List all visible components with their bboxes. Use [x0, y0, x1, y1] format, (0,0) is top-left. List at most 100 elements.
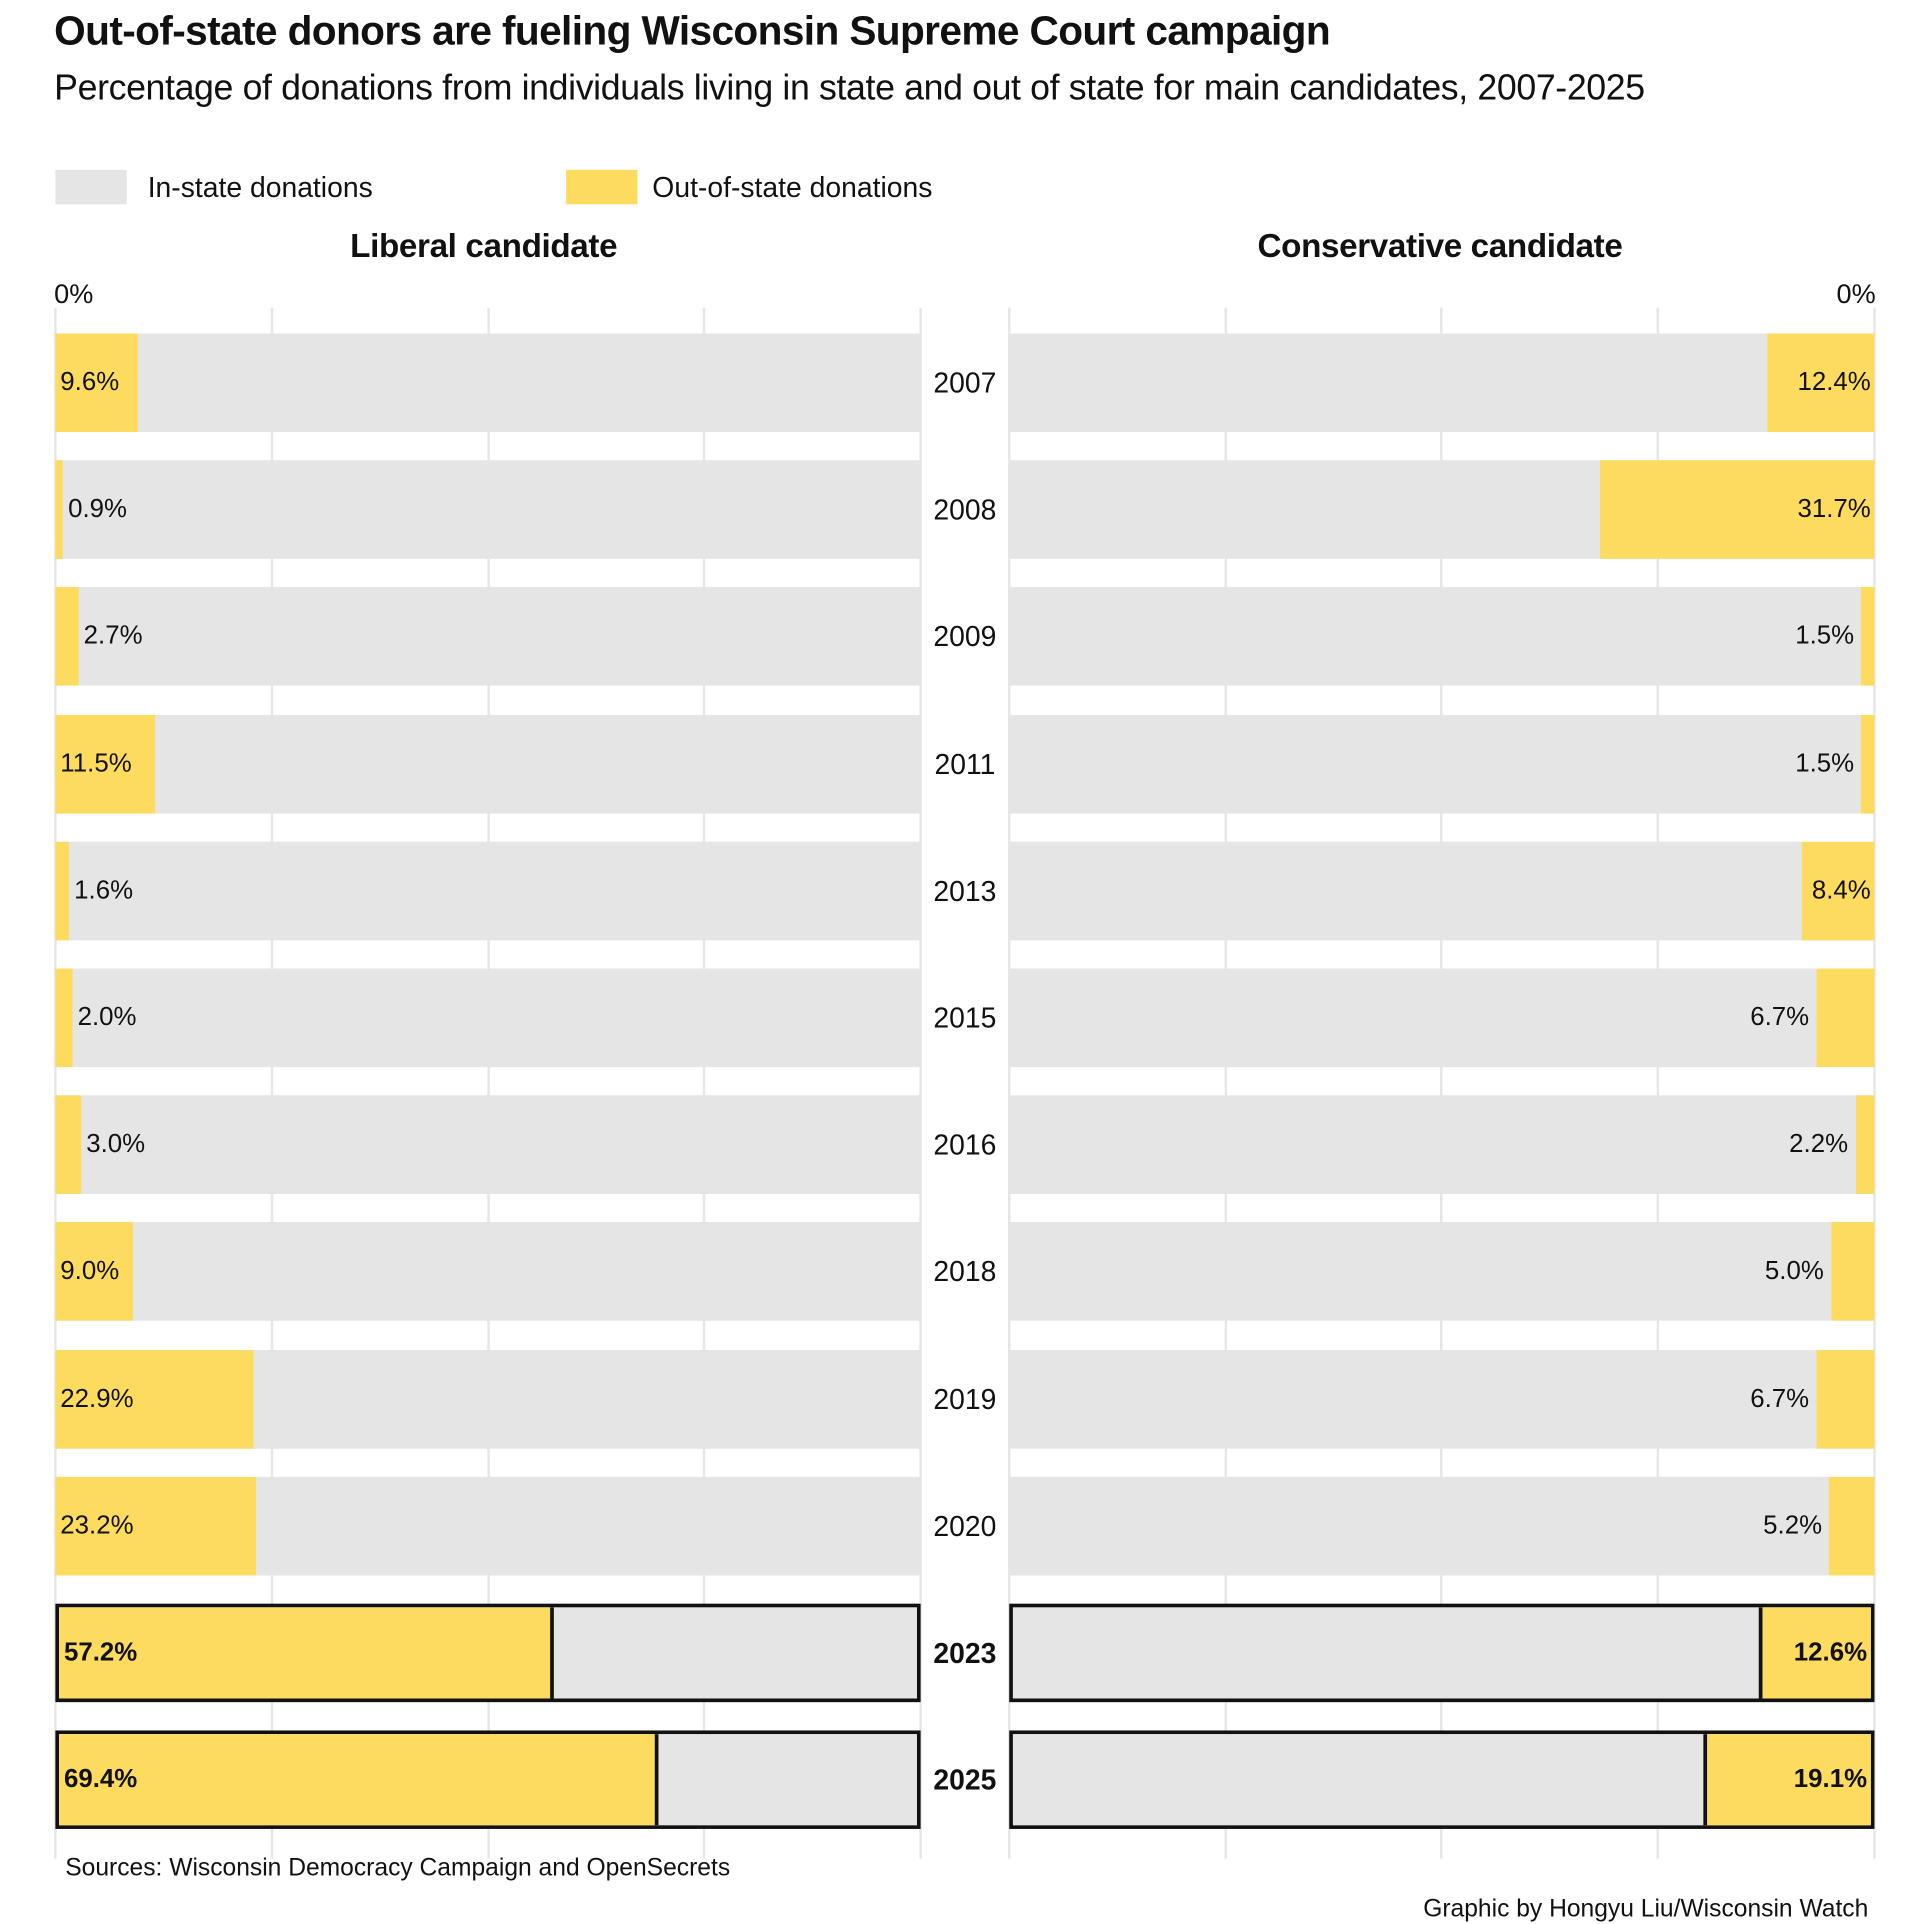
out-of-state-segment: [59, 1734, 659, 1826]
value-label: 1.6%: [74, 876, 134, 905]
gridline-liberal: [919, 307, 922, 1859]
in-state-segment: [55, 968, 921, 1068]
tick-label-conservative-zero: 0%: [1836, 278, 1876, 309]
value-label: 22.9%: [60, 1384, 134, 1413]
liberal-bar: 69.4%: [55, 1730, 921, 1829]
value-label: 5.0%: [1764, 1256, 1824, 1285]
value-label: 2.2%: [1789, 1129, 1849, 1159]
in-state-segment: [1012, 1607, 1871, 1699]
conservative-bar: 8.4%: [1009, 841, 1875, 941]
in-state-segment: [55, 1222, 921, 1321]
gridline-conservative: [1873, 307, 1876, 1859]
in-state-segment: [1009, 1095, 1875, 1194]
conservative-bar: 31.7%: [1009, 460, 1875, 559]
legend-label-out-of-state: Out-of-state donations: [652, 171, 933, 204]
liberal-bar: 22.9%: [55, 1350, 921, 1449]
conservative-bar: 6.7%: [1009, 968, 1875, 1068]
liberal-bar: 2.7%: [55, 587, 921, 686]
liberal-bar: 3.0%: [55, 1095, 921, 1194]
in-state-segment: [1009, 1350, 1875, 1449]
out-of-state-segment: [1801, 841, 1875, 941]
value-label: 2.0%: [77, 1003, 137, 1032]
in-state-segment: [55, 587, 921, 686]
out-of-state-segment: [55, 587, 79, 686]
in-state-segment: [1009, 1222, 1875, 1321]
out-of-state-segment: [1829, 1476, 1875, 1576]
value-label: 23.2%: [60, 1511, 134, 1540]
value-label: 9.0%: [60, 1256, 120, 1285]
value-label: 69.4%: [64, 1764, 138, 1794]
out-of-state-segment: [1600, 460, 1875, 559]
in-state-segment: [1009, 587, 1875, 686]
value-label: 31.7%: [1797, 494, 1871, 524]
liberal-bar: 9.0%: [55, 1222, 921, 1321]
in-state-segment: [1009, 333, 1875, 433]
year-label: 2019: [933, 1383, 997, 1416]
year-label: 2007: [933, 366, 997, 399]
year-label: 2015: [933, 1001, 997, 1034]
panel-title-liberal: Liberal candidate: [350, 227, 618, 265]
conservative-bar: 2.2%: [1009, 1095, 1875, 1194]
chart-subtitle: Percentage of donations from individuals…: [54, 68, 1645, 109]
out-of-state-segment: [55, 1095, 82, 1194]
liberal-bar: 57.2%: [55, 1603, 921, 1703]
value-label: 19.1%: [1793, 1764, 1868, 1794]
year-label: 2023: [933, 1636, 997, 1669]
out-of-state-segment: [1861, 715, 1875, 814]
in-state-segment: [1009, 1476, 1875, 1576]
year-label: 2008: [933, 493, 997, 526]
conservative-bar: 1.5%: [1009, 715, 1875, 814]
out-of-state-segment: [1861, 587, 1875, 686]
liberal-bar: 9.6%: [55, 333, 921, 433]
gridline-conservative: [1440, 307, 1443, 1859]
gridline-conservative: [1656, 307, 1660, 1859]
out-of-state-segment: [55, 333, 139, 433]
conservative-bar: 1.5%: [1009, 587, 1875, 686]
out-of-state-segment: [55, 715, 155, 814]
out-of-state-segment: [1816, 968, 1875, 1068]
value-label: 3.0%: [86, 1129, 146, 1159]
out-of-state-segment: [1831, 1222, 1875, 1321]
out-of-state-segment: [55, 1222, 134, 1321]
out-of-state-segment: [55, 1350, 254, 1449]
out-of-state-segment: [55, 968, 73, 1068]
legend-swatch-in-state: [55, 169, 127, 205]
gridline-liberal: [54, 307, 57, 1859]
in-state-segment: [1009, 968, 1875, 1068]
year-label: 2013: [933, 875, 997, 908]
year-label: 2020: [933, 1510, 997, 1543]
gridline-conservative: [1224, 307, 1228, 1859]
out-of-state-segment: [1703, 1734, 1871, 1826]
out-of-state-segment: [55, 841, 70, 941]
legend-label-in-state: In-state donations: [147, 171, 373, 204]
in-state-segment: [55, 460, 921, 559]
value-label: 5.2%: [1763, 1511, 1823, 1540]
value-label: 57.2%: [64, 1638, 138, 1667]
liberal-bar: 0.9%: [55, 460, 921, 559]
value-label: 9.6%: [60, 368, 120, 397]
value-label: 1.5%: [1795, 621, 1855, 650]
value-label: 1.5%: [1795, 749, 1855, 778]
legend-swatch-out-of-state: [566, 169, 638, 205]
out-of-state-segment: [1855, 1095, 1875, 1194]
in-state-segment: [55, 841, 921, 941]
in-state-segment: [1009, 841, 1875, 941]
chart-title: Out-of-state donors are fueling Wisconsi…: [54, 7, 1331, 53]
conservative-bar: 6.7%: [1009, 1350, 1875, 1449]
conservative-bar: 5.2%: [1009, 1476, 1875, 1576]
out-of-state-segment: [55, 460, 64, 559]
value-label: 2.7%: [83, 621, 143, 650]
value-label: 0.9%: [68, 494, 128, 524]
liberal-bar: 11.5%: [55, 715, 921, 814]
liberal-bar: 1.6%: [55, 841, 921, 941]
in-state-segment: [55, 1095, 921, 1194]
in-state-segment: [55, 333, 921, 433]
out-of-state-segment: [1816, 1350, 1875, 1449]
panel-title-conservative: Conservative candidate: [1257, 227, 1623, 265]
conservative-bar: 12.6%: [1009, 1603, 1875, 1703]
gridline-liberal: [487, 307, 490, 1859]
tick-label-liberal-zero: 0%: [54, 278, 94, 309]
year-label: 2018: [933, 1255, 997, 1288]
year-label: 2009: [933, 620, 997, 653]
